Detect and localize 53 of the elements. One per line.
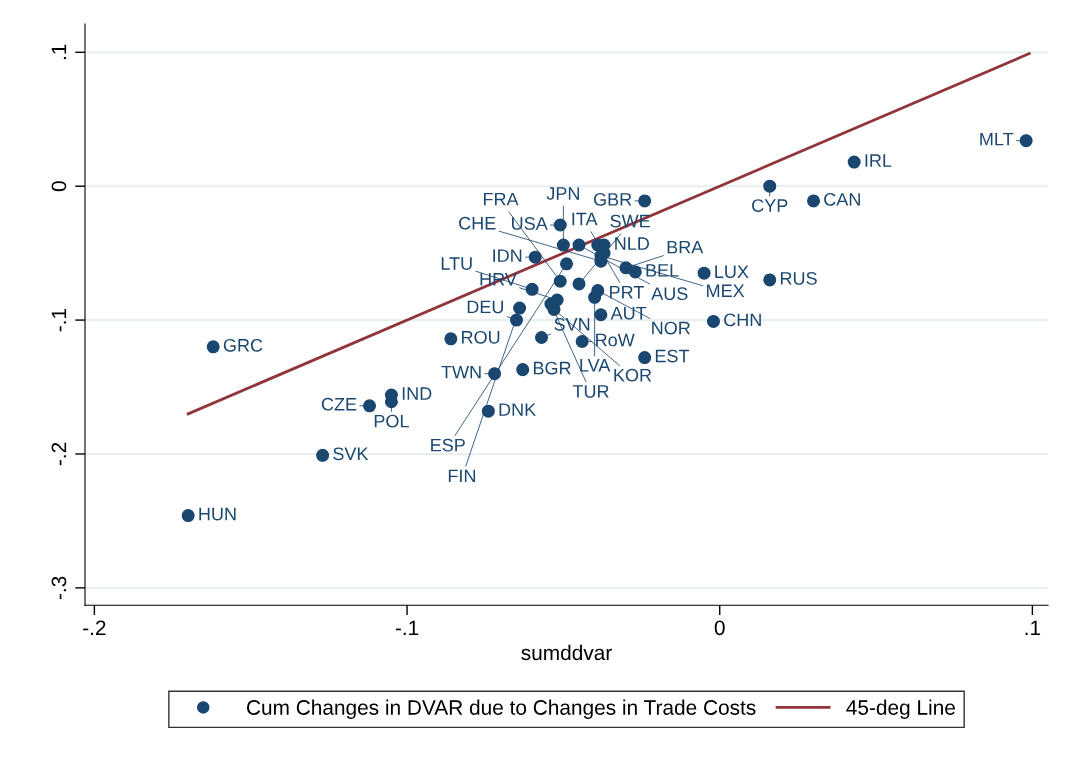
annotation: FRA <box>483 192 519 206</box>
x-tick-label: -.1 <box>395 620 419 635</box>
annotation: ESP <box>431 438 465 452</box>
x-tick-label: .1 <box>1025 620 1041 635</box>
annotation: JPN <box>546 187 579 200</box>
annotation: POL <box>374 414 409 428</box>
annotation: BGR <box>533 361 571 375</box>
annotation: PRT <box>610 286 644 299</box>
annotation: ROU <box>462 330 500 344</box>
y-tick-label: .1 <box>51 44 67 60</box>
annotation: RUS <box>780 271 817 285</box>
annotation: CHN <box>724 313 761 327</box>
annotation: GRC <box>223 338 263 352</box>
x-tick-label: 0 <box>714 620 725 636</box>
annotation: KOR <box>614 368 652 382</box>
annotation: HUN <box>199 507 236 521</box>
x-axis-title: sumddvar <box>521 644 612 661</box>
annotation: RoW <box>596 333 635 347</box>
annotation: DEU <box>467 300 504 314</box>
annotation: DNK <box>499 403 536 416</box>
annotation: USA <box>512 217 548 230</box>
y-tick-label: -.3 <box>51 576 67 600</box>
annotation: IDN <box>493 249 522 262</box>
annotation: LTU <box>441 257 472 270</box>
annotation: IND <box>402 387 432 400</box>
annotation: LUX <box>715 265 749 279</box>
annotation: NOR <box>652 321 690 335</box>
y-tick-label: 0 <box>51 181 67 192</box>
annotation: FIN <box>448 469 476 483</box>
annotation: GBR <box>593 192 632 206</box>
annotation: SVN <box>554 317 590 331</box>
annotation: MLT <box>980 132 1014 146</box>
annotation: TUR <box>572 385 609 398</box>
annotation: BEL <box>646 264 679 277</box>
annotation: AUS <box>651 287 688 301</box>
annotation: BRA <box>667 240 704 254</box>
annotation: MEX <box>707 284 745 297</box>
annotation: CHE <box>459 216 496 230</box>
annotation: NLD <box>615 237 650 250</box>
legend-label: Cum Changes in DVAR due to Changes in Trade Costs <box>247 699 756 719</box>
annotation: SVK <box>333 447 369 461</box>
annotation: EST <box>655 349 690 363</box>
annotation: CZE <box>321 397 357 411</box>
legend-label: 45-deg Line <box>846 699 955 719</box>
x-tick-label: -.2 <box>83 620 106 635</box>
y-tick-label: -.2 <box>51 442 67 466</box>
annotation: LVA <box>580 359 611 372</box>
annotation: TWN <box>441 365 481 379</box>
annotation: ITA <box>572 212 598 226</box>
annotation: CAN <box>824 192 860 206</box>
annotation: CYP <box>752 199 788 212</box>
annotation: IRL <box>865 154 892 167</box>
y-tick-label: -.1 <box>51 308 67 332</box>
